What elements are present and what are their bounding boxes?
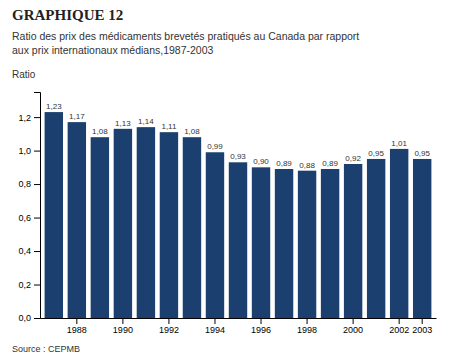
bar (344, 164, 362, 318)
data-label: 0,88 (299, 161, 315, 170)
y-tick-label: 0,6 (18, 213, 31, 223)
y-tick-label: 1,2 (18, 112, 31, 122)
y-tick-mark (34, 151, 40, 152)
x-tick-label: 1990 (113, 325, 133, 335)
bar (298, 171, 316, 318)
x-tick-label: 1998 (297, 325, 317, 335)
bar (367, 159, 385, 318)
x-tick: 2000 (343, 318, 363, 335)
x-tick-label: 1996 (251, 325, 271, 335)
x-tick: 1990 (113, 318, 133, 335)
y-tick: 0,4 (18, 246, 40, 256)
bar (275, 169, 293, 318)
x-tick-mark (168, 318, 169, 324)
data-label: 1,08 (92, 127, 108, 136)
x-tick: 1994 (205, 318, 225, 335)
bar (413, 159, 431, 318)
y-axis-label: Ratio (12, 69, 36, 80)
data-label: 0,93 (230, 152, 246, 161)
y-tick: 1,0 (18, 146, 40, 156)
x-tick-mark (399, 318, 400, 324)
y-tick: 0,8 (18, 179, 40, 189)
data-label: 0,90 (253, 157, 269, 166)
bars (45, 112, 432, 318)
data-label: 1,01 (391, 139, 407, 148)
y-tick-mark (34, 251, 40, 252)
x-tick-label: 2002 (389, 325, 409, 335)
x-axis: 1988 1990 1992 1994 1996 1998 2000 20022003 (41, 318, 437, 335)
bar (137, 127, 155, 318)
x-tick: 1988 (67, 318, 87, 335)
y-tick: 1,2 (18, 112, 40, 122)
bar (321, 169, 339, 318)
x-tick-mark (76, 318, 77, 324)
data-label: 0,89 (276, 159, 292, 168)
y-tick-mark (34, 218, 40, 219)
y-tick-mark (34, 318, 40, 319)
x-tick-label: 1994 (205, 325, 225, 335)
y-tick-label: 0,2 (18, 280, 31, 290)
bar (252, 167, 270, 318)
bar (68, 122, 86, 318)
x-tick-label: 2000 (343, 325, 363, 335)
data-label: 0,92 (345, 154, 361, 163)
bar (45, 112, 63, 318)
y-axis: 0,0 0,2 0,4 0,6 0,8 1,0 1,2 (18, 93, 40, 324)
title: GRAPHIQUE 12 (12, 7, 123, 23)
y-tick: 0,6 (18, 213, 40, 223)
data-labels: 1,23 1,17 1,08 1,13 1,14 1,11 1,08 0,99 0,93 0,90… (46, 102, 430, 170)
data-label: 1,13 (115, 119, 131, 128)
y-tick-label: 0,4 (18, 246, 31, 256)
data-label: 1,14 (138, 117, 154, 126)
x-tick-mark (422, 318, 423, 324)
y-tick-label: 0,0 (18, 313, 31, 323)
y-tick: 0,2 (18, 280, 40, 290)
bar (229, 162, 247, 318)
x-tick-label: 2003 (412, 325, 432, 335)
x-tick-mark (261, 318, 262, 324)
y-tick-label: 0,8 (18, 179, 31, 189)
bar (114, 129, 132, 318)
x-tick: 1992 (159, 318, 179, 335)
x-tick-label: 1992 (159, 325, 179, 335)
data-label: 0,95 (368, 149, 384, 158)
y-tick-label: 1,0 (18, 146, 31, 156)
x-tick-mark (353, 318, 354, 324)
y-tick-mark (34, 285, 40, 286)
bar (91, 137, 109, 318)
source: Source : CEPMB (12, 344, 80, 354)
bar (390, 149, 408, 318)
subtitle: Ratio des prix des médicaments brevetés … (12, 30, 359, 42)
y-tick: 0,0 (18, 313, 40, 323)
data-label: 1,11 (161, 122, 177, 131)
plot: 1,23 1,17 1,08 1,13 1,14 1,11 1,08 0,99 0,93 0,90… (18, 93, 436, 336)
y-tick-mark (34, 184, 40, 185)
subtitle: aux prix internationaux médians,1987-200… (12, 44, 214, 56)
bar (206, 152, 224, 318)
data-label: 1,23 (46, 102, 62, 111)
x-tick-mark (214, 318, 215, 324)
x-tick-label: 1988 (67, 325, 87, 335)
y-axis-line (34, 93, 41, 319)
x-tick-mark (122, 318, 123, 324)
data-label: 0,89 (322, 159, 338, 168)
x-axis-line (41, 318, 437, 319)
bar (183, 137, 201, 318)
data-label: 0,99 (207, 142, 223, 151)
x-tick-mark (307, 318, 308, 324)
bar (160, 132, 178, 318)
chart: GRAPHIQUE 12 Ratio des prix des médicamen… (0, 0, 450, 360)
x-tick: 2003 (412, 318, 432, 335)
data-label: 1,17 (69, 112, 85, 121)
x-tick: 1998 (297, 318, 317, 335)
y-tick-mark (34, 117, 40, 118)
x-tick: 1996 (251, 318, 271, 335)
data-label: 1,08 (184, 127, 200, 136)
data-label: 0,95 (414, 149, 430, 158)
x-tick: 2002 (389, 318, 409, 335)
